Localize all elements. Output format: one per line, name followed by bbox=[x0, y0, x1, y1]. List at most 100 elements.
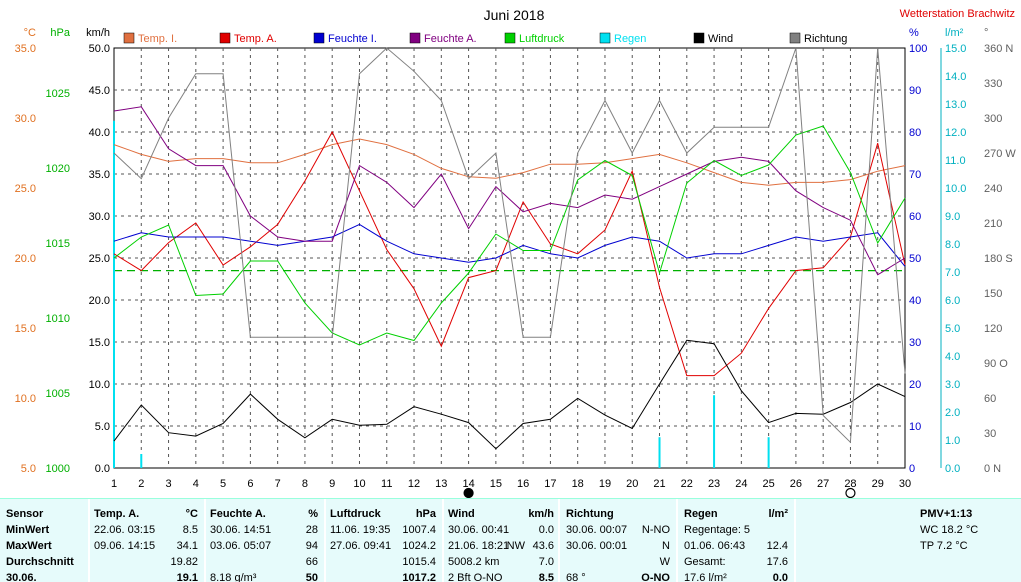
axis-tick-label-humidity: 80 bbox=[909, 127, 921, 139]
x-tick-label: 6 bbox=[247, 478, 253, 490]
axis-tick-label-direction: 360 N bbox=[984, 43, 1013, 55]
axis-tick-label-temp: 20.0 bbox=[15, 253, 36, 265]
x-tick-label: 2 bbox=[138, 478, 144, 490]
stats-rain-unit: l/m² bbox=[768, 508, 788, 520]
x-tick-label: 16 bbox=[517, 478, 529, 490]
x-tick-label: 20 bbox=[626, 478, 638, 490]
stats-wind-last-extra: 2 Bft O-NO bbox=[448, 572, 503, 582]
stats-temp-header: Temp. A. bbox=[94, 508, 140, 520]
stats-direction-last-extra: 68 ° bbox=[566, 572, 586, 582]
axis-tick-label-wind: 45.0 bbox=[89, 85, 110, 97]
axis-tick-label-humidity: 40 bbox=[909, 295, 921, 307]
legend-swatch bbox=[123, 32, 135, 44]
axis-tick-label-direction: 270 W bbox=[984, 148, 1016, 160]
stats-pressure-last-val: 1017.2 bbox=[402, 572, 436, 582]
stats-pmv-tp: TP 7.2 °C bbox=[920, 540, 968, 552]
rain-bar bbox=[140, 454, 143, 468]
stats-direction-avg-val: W bbox=[659, 556, 670, 568]
stats-humidity-last-extra: 8.18 g/m³ bbox=[210, 572, 257, 582]
stats-pressure-avg-val: 1015.4 bbox=[402, 556, 436, 568]
stats-separator bbox=[676, 499, 678, 582]
axis-tick-label-wind: 10.0 bbox=[89, 379, 110, 391]
axis-tick-label-rain: 8.0 bbox=[945, 239, 960, 251]
x-tick-label: 3 bbox=[165, 478, 171, 490]
legend-swatch bbox=[409, 32, 421, 44]
rain-bar bbox=[113, 120, 115, 469]
stats-pressure-max-date: 27.06. 09:41 bbox=[330, 540, 392, 552]
stats-wind-col: Wind km/h 30.06. 00:41 0.0 21.06. 18:21 … bbox=[448, 499, 556, 582]
axis-tick-label-humidity: 10 bbox=[909, 421, 921, 433]
axis-tick-label-pressure: 1010 bbox=[46, 313, 70, 325]
stats-wind-max-dir: NW bbox=[506, 540, 525, 552]
stats-min-label: MinWert bbox=[6, 524, 50, 536]
axis-tick-label-temp: 10.0 bbox=[15, 393, 36, 405]
series-line-wind bbox=[113, 339, 906, 450]
axis-tick-label-direction: 180 S bbox=[984, 253, 1013, 265]
stats-max-label: MaxWert bbox=[6, 540, 52, 552]
stats-humidity-header: Feuchte A. bbox=[210, 508, 266, 520]
x-tick-label: 29 bbox=[872, 478, 884, 490]
axis-tick-label-direction: 150 bbox=[984, 288, 1002, 300]
axis-tick-label-direction: 30 bbox=[984, 428, 996, 440]
x-tick-label: 7 bbox=[275, 478, 281, 490]
axis-tick-label-direction: 240 bbox=[984, 183, 1002, 195]
stats-direction-last-val: O-NO bbox=[641, 572, 670, 582]
chart-legend: Temp. I. Temp. A. Feuchte I. Feuchte A. Luft… bbox=[123, 32, 847, 45]
axis-unit-label-rain: l/m² bbox=[945, 27, 964, 39]
axis-tick-label-rain: 4.0 bbox=[945, 351, 960, 363]
axis-tick-label-rain: 1.0 bbox=[945, 435, 960, 447]
x-tick-label: 18 bbox=[572, 478, 584, 490]
stats-panel: Sensor MinWert MaxWert Durchschnitt 30.0… bbox=[0, 498, 1021, 582]
legend-label: Feuchte A. bbox=[424, 33, 477, 45]
stats-wind-last-val: 8.5 bbox=[538, 572, 554, 582]
stats-separator bbox=[204, 499, 206, 582]
axis-tick-label-pressure: 1025 bbox=[46, 88, 70, 100]
axis-tick-label-direction: 300 bbox=[984, 113, 1002, 125]
stats-temp-min-val: 8.5 bbox=[182, 524, 198, 536]
series-line-feuchte-i bbox=[113, 223, 906, 267]
x-tick-label: 5 bbox=[220, 478, 226, 490]
axis-unit-label-temp: °C bbox=[24, 27, 36, 39]
chart-axes: 5.010.015.020.025.030.035.0°C10001005101… bbox=[15, 27, 1017, 490]
stats-wind-unit: km/h bbox=[528, 508, 554, 520]
legend-label: Richtung bbox=[804, 33, 847, 45]
axis-tick-label-humidity: 50 bbox=[909, 253, 921, 265]
x-tick-label: 14 bbox=[462, 478, 474, 490]
axis-tick-label-wind: 0.0 bbox=[95, 463, 110, 475]
axis-tick-label-pressure: 1000 bbox=[46, 463, 70, 475]
stats-direction-max-date: 30.06. 00:01 bbox=[566, 540, 628, 552]
x-tick-label: 15 bbox=[490, 478, 502, 490]
stats-separator bbox=[324, 499, 326, 582]
axis-tick-label-rain: 11.0 bbox=[945, 155, 966, 167]
x-tick-label: 23 bbox=[708, 478, 720, 490]
axis-tick-label-wind: 20.0 bbox=[89, 295, 110, 307]
axis-tick-label-temp: 30.0 bbox=[15, 113, 36, 125]
stats-pressure-min-date: 11.06. 19:35 bbox=[330, 524, 391, 536]
rain-bar bbox=[767, 437, 770, 468]
full-moon-marker bbox=[845, 487, 856, 498]
stats-wind-header: Wind bbox=[448, 508, 475, 520]
axis-tick-label-humidity: 20 bbox=[909, 379, 921, 391]
x-tick-label: 12 bbox=[408, 478, 420, 490]
axis-unit-label-direction: ° bbox=[984, 27, 988, 39]
axis-unit-label-pressure: hPa bbox=[50, 27, 70, 39]
axis-tick-label-direction: 60 bbox=[984, 393, 996, 405]
axis-tick-label-pressure: 1015 bbox=[46, 238, 70, 250]
legend-label: Luftdruck bbox=[519, 33, 565, 45]
x-tick-label: 9 bbox=[329, 478, 335, 490]
x-tick-label: 24 bbox=[735, 478, 747, 490]
stats-temp-last-val: 19.1 bbox=[176, 572, 198, 582]
series-line-richtung bbox=[113, 47, 906, 444]
stats-temp-min-date: 22.06. 03:15 bbox=[94, 524, 156, 536]
stats-pressure-min-val: 1007.4 bbox=[402, 524, 436, 536]
chart-grid bbox=[114, 48, 905, 468]
stats-pmv-wc: WC 18.2 °C bbox=[920, 524, 979, 536]
axis-tick-label-humidity: 0 bbox=[909, 463, 915, 475]
stats-rain-header: Regen bbox=[684, 508, 718, 520]
axis-tick-label-rain: 9.0 bbox=[945, 211, 960, 223]
axis-tick-label-wind: 40.0 bbox=[89, 127, 110, 139]
stats-direction-min-date: 30.06. 00:07 bbox=[566, 524, 628, 536]
stats-direction-max-val: N bbox=[662, 540, 670, 552]
stats-humidity-unit: % bbox=[308, 508, 318, 520]
stats-rain-max-date: 01.06. 06:43 bbox=[684, 540, 746, 552]
